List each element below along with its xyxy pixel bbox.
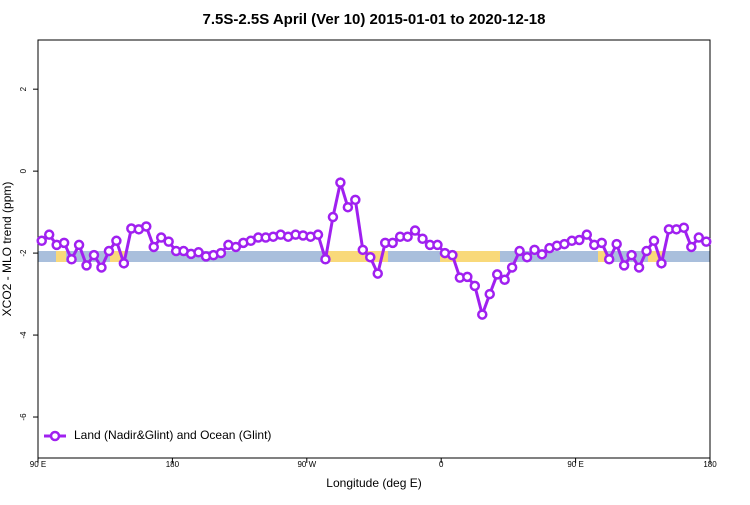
point (402, 231, 413, 242)
point (491, 269, 503, 280)
point (312, 229, 324, 240)
point (193, 247, 204, 258)
land-band (110, 251, 126, 262)
y-tick-label: -4 (19, 331, 28, 339)
land-band (598, 251, 606, 262)
point (686, 241, 697, 253)
point (521, 251, 533, 263)
point (432, 239, 443, 251)
x-tick-label: 90 W (297, 460, 316, 469)
plot-frame (37, 39, 711, 459)
x-axis-label: Longitude (deg E) (326, 476, 421, 490)
point (529, 244, 540, 256)
legend-label: Land (Nadir&Glint) and Ocean (Glint) (74, 428, 271, 442)
point (656, 258, 667, 269)
point (409, 225, 421, 236)
land-band (56, 251, 66, 262)
point (447, 249, 458, 261)
point (148, 241, 159, 253)
point (417, 233, 428, 245)
point (111, 235, 122, 247)
point (88, 249, 100, 261)
point (574, 234, 585, 246)
point (58, 237, 70, 249)
x-tick-label: 180 (166, 460, 180, 469)
x-tick-label: 0 (439, 460, 444, 469)
point (603, 253, 615, 265)
point (618, 260, 630, 271)
point (342, 201, 354, 213)
point (514, 245, 525, 257)
point (81, 260, 92, 271)
point (327, 211, 339, 223)
point (641, 245, 652, 257)
point (633, 262, 645, 273)
point (118, 258, 130, 269)
point (536, 249, 548, 260)
point (335, 177, 346, 188)
point (581, 229, 593, 240)
point (506, 262, 518, 273)
point (499, 274, 510, 285)
point (163, 236, 174, 247)
y-tick-label: -6 (19, 413, 28, 421)
point (611, 238, 622, 250)
point (103, 245, 115, 257)
point (36, 235, 47, 247)
point (372, 268, 383, 279)
point (96, 262, 107, 273)
point (357, 244, 369, 256)
x-tick-label: 90 E (30, 460, 46, 469)
land-band (648, 251, 664, 262)
point (462, 271, 473, 283)
x-tick-label: 180 (703, 460, 717, 469)
point (43, 229, 55, 240)
point (484, 288, 495, 300)
point (141, 221, 152, 232)
point (387, 237, 398, 249)
point (365, 251, 376, 263)
point (693, 232, 705, 243)
y-tick-label: 0 (19, 168, 28, 173)
point (215, 247, 227, 259)
y-axis-label: XCO2 - MLO trend (ppm) (0, 182, 14, 317)
legend-marker (49, 430, 61, 442)
point (469, 280, 481, 292)
point (320, 253, 331, 265)
point (73, 239, 85, 251)
land-band (440, 251, 500, 262)
point (350, 194, 361, 206)
point (626, 249, 637, 261)
series-line (40, 176, 707, 320)
point (66, 253, 77, 265)
point (230, 241, 242, 253)
point (648, 235, 660, 247)
point (155, 232, 167, 243)
land-band (328, 251, 388, 262)
x-tick-label: 90 E (567, 460, 583, 469)
point (596, 237, 607, 249)
point (678, 222, 690, 233)
chart-title: 7.5S-2.5S April (Ver 10) 2015-01-01 to 2… (203, 11, 546, 28)
point (701, 236, 712, 247)
y-tick-label: -2 (19, 249, 28, 257)
point (477, 309, 488, 320)
y-tick-label: 2 (19, 86, 28, 91)
